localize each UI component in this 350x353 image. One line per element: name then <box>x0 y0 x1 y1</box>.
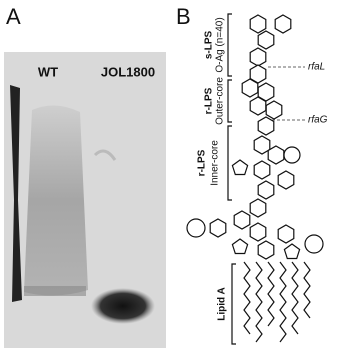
blot-edge <box>10 85 22 302</box>
sugar-ring <box>257 180 275 200</box>
acyl-chain <box>303 261 311 319</box>
region-part: Inner-core <box>210 140 221 186</box>
sugar-ring <box>257 30 275 50</box>
bracket <box>231 263 236 345</box>
region-name: r-LPS <box>197 149 208 176</box>
outer-core <box>241 78 283 136</box>
lane-label: WT <box>38 64 58 79</box>
inner-core <box>231 135 301 218</box>
sugar-ring <box>233 210 251 230</box>
acyl-chain <box>279 261 287 343</box>
sugar-ring <box>241 78 259 98</box>
sugar-ring <box>253 135 271 155</box>
o-antigen <box>249 14 292 84</box>
sugar-ring <box>274 14 292 34</box>
region-name: s-LPS <box>204 31 215 60</box>
enzyme-label: rfaL <box>308 62 325 73</box>
panel-a: A WT JOL1800 <box>4 4 166 348</box>
lane-label: JOL1800 <box>101 64 155 79</box>
acyl-chain <box>255 261 263 343</box>
region-part: Outer-core <box>215 77 226 125</box>
sugar-ring <box>253 160 271 180</box>
acyl-chain <box>267 261 275 327</box>
fatty-acids <box>243 261 311 343</box>
acyl-chain <box>291 261 299 335</box>
bracket <box>227 13 232 77</box>
sugar-ring <box>265 100 283 120</box>
bracket <box>227 125 232 201</box>
sugar-ring <box>267 145 285 165</box>
sugar-ring <box>249 96 267 116</box>
panel-b: B s-LPS O-Ag (n=40) r-LPS Outer-core r-L… <box>176 4 328 345</box>
sugar-ring <box>277 170 295 190</box>
sugar-ring <box>186 218 206 238</box>
sugar-ring <box>257 116 275 136</box>
sugar-ring <box>231 159 249 176</box>
region-name: Lipid A <box>217 287 228 321</box>
artifact <box>93 149 117 161</box>
sugar-ring <box>249 222 267 242</box>
wt-smear <box>24 105 88 296</box>
sugar-ring <box>283 243 301 260</box>
region-name: r-LPS <box>204 87 215 114</box>
panel-label: A <box>6 4 21 29</box>
sugar-ring <box>277 224 295 244</box>
sugar-ring <box>209 218 227 238</box>
jol1800-band <box>91 288 155 324</box>
acyl-chain <box>243 261 251 335</box>
sugar-ring <box>304 234 324 254</box>
sugar-ring <box>249 198 267 218</box>
enzyme-label: rfaG <box>308 115 328 126</box>
region-part: O-Ag (n=40) <box>215 17 226 72</box>
sugar-ring <box>249 47 267 67</box>
panel-label: B <box>176 4 191 29</box>
sugar-ring <box>257 240 275 260</box>
sugar-ring <box>283 146 301 164</box>
sugar-ring <box>249 14 267 34</box>
sugar-ring <box>231 238 249 255</box>
bracket <box>227 79 232 123</box>
lipid-a-head <box>186 210 324 260</box>
wt-band <box>24 286 86 296</box>
